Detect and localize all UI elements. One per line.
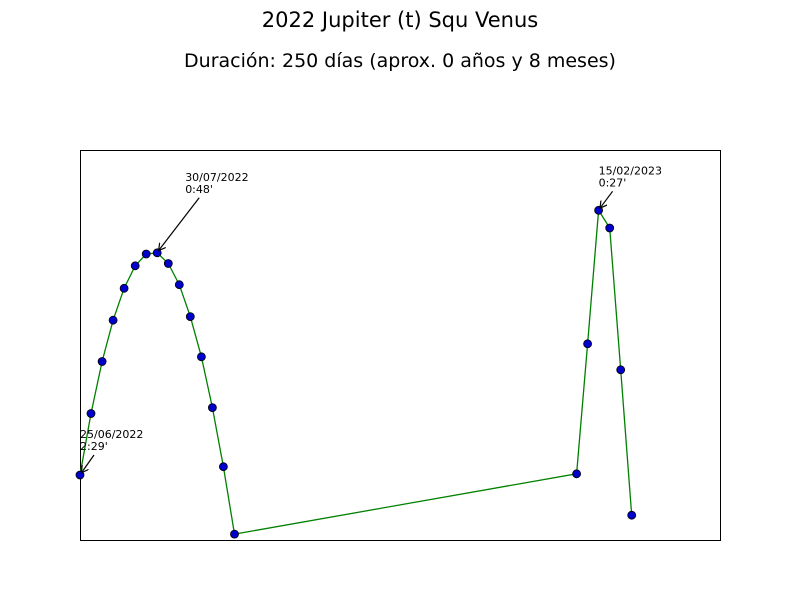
data-point <box>218 462 228 472</box>
data-point <box>97 357 107 366</box>
data-point <box>572 469 581 479</box>
data-point <box>163 259 173 268</box>
data-point <box>196 352 206 362</box>
data-point <box>207 403 217 413</box>
annotation-date: 15/02/2023 <box>599 164 662 177</box>
data-point <box>130 261 140 271</box>
annotation-value: 0:48' <box>185 183 213 196</box>
chart-subtitle: Duración: 250 días (aprox. 0 años y 8 me… <box>184 50 616 72</box>
data-point <box>152 248 162 258</box>
annotation-arrow <box>159 197 200 250</box>
annotation-value: 0:27' <box>599 176 627 189</box>
annotation-arrow <box>82 454 95 472</box>
series-layer <box>75 205 637 539</box>
data-point <box>616 365 626 375</box>
series-line <box>79 208 633 535</box>
data-point <box>185 312 195 322</box>
annotation-value: 2:29' <box>80 440 108 453</box>
chart-title: 2022 Jupiter (t) Squ Venus <box>261 8 539 32</box>
data-point <box>583 339 592 349</box>
annotation-date: 30/07/2022 <box>185 171 248 184</box>
data-point <box>75 470 85 480</box>
data-point <box>627 510 637 520</box>
data-point <box>174 280 184 290</box>
data-point <box>594 205 603 215</box>
data-point <box>119 283 129 293</box>
plot-frame <box>80 150 721 541</box>
data-point <box>605 223 615 233</box>
data-point <box>86 409 96 418</box>
annotation-arrow <box>601 190 614 207</box>
annotation-date: 25/06/2022 <box>80 428 143 441</box>
data-point <box>230 529 239 539</box>
data-point <box>108 315 118 325</box>
data-point <box>141 249 151 259</box>
